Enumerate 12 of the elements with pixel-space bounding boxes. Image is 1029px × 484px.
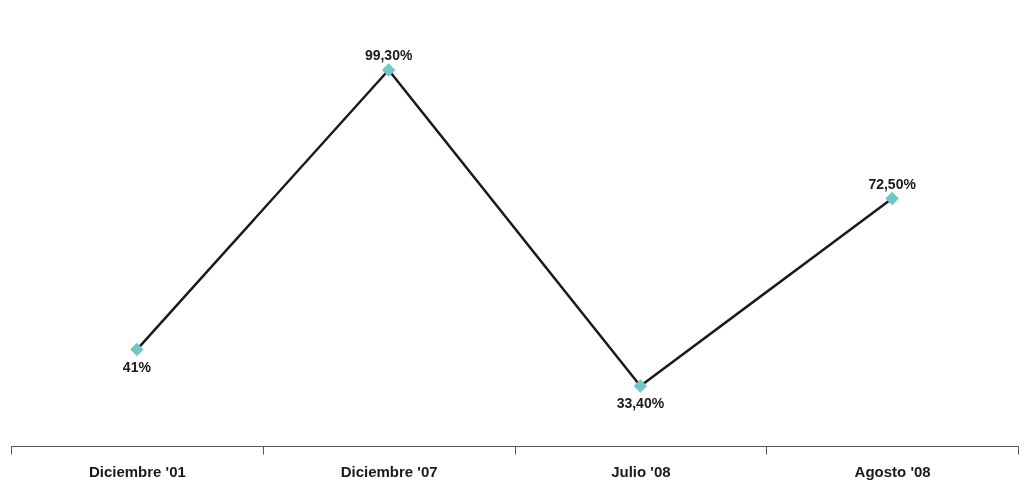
data-label: 33,40%	[616, 395, 665, 411]
x-tick-label: Julio '08	[611, 462, 671, 480]
point	[130, 342, 144, 357]
x-tick-label: Agosto '08	[854, 462, 931, 480]
x-tick-label: Diciembre '07	[340, 462, 438, 480]
data-label: 41%	[122, 358, 152, 375]
point	[633, 379, 648, 393]
data-label: 99,30%	[364, 47, 413, 63]
point	[885, 191, 899, 206]
point	[381, 63, 396, 77]
data-label: 72,50%	[868, 175, 917, 192]
x-tick-label: Diciembre '01	[88, 462, 186, 480]
